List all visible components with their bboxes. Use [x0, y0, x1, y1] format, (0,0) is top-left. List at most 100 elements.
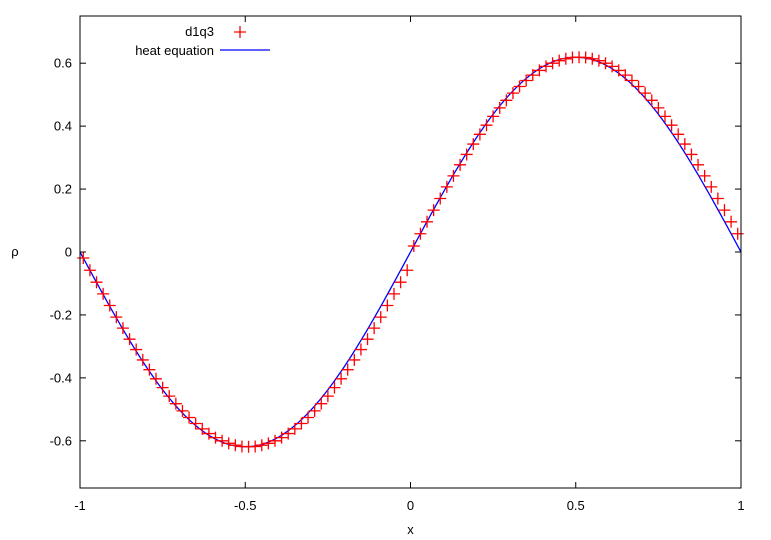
- series-d1q3-point: [255, 439, 268, 452]
- x-tick-label: 1: [737, 498, 744, 513]
- series-d1q3-point: [592, 54, 605, 67]
- y-axis-label: ρ: [11, 244, 18, 259]
- series-d1q3-point: [368, 322, 381, 335]
- legend-label-heat-equation: heat equation: [135, 43, 214, 58]
- series-d1q3-point: [381, 299, 394, 312]
- series-d1q3-point: [249, 440, 262, 453]
- series-d1q3-point: [90, 276, 103, 289]
- series-d1q3-point: [169, 397, 182, 410]
- series-d1q3-point: [136, 353, 149, 366]
- series-d1q3-point: [354, 343, 367, 356]
- series-d1q3-point: [619, 69, 632, 82]
- y-tick-label: 0.4: [54, 119, 72, 134]
- series-d1q3-point: [341, 363, 354, 376]
- x-tick-label: 0: [407, 498, 414, 513]
- series-d1q3-point: [407, 240, 420, 253]
- series-d1q3-point: [401, 264, 414, 277]
- series-d1q3-point: [731, 227, 744, 240]
- legend-label-d1q3: d1q3: [185, 24, 214, 39]
- series-d1q3-point: [645, 94, 658, 107]
- y-tick-label: 0.6: [54, 56, 72, 71]
- series-d1q3-point: [130, 343, 143, 356]
- series-d1q3-point: [163, 390, 176, 403]
- series-d1q3-point: [268, 434, 281, 447]
- series-d1q3-point: [625, 74, 638, 87]
- series-d1q3-point: [546, 57, 559, 70]
- series-d1q3-point: [103, 299, 116, 312]
- series-d1q3-point: [460, 148, 473, 161]
- series-d1q3-point: [487, 110, 500, 123]
- series-d1q3-point: [302, 411, 315, 424]
- series-d1q3-point: [196, 422, 209, 435]
- series-d1q3-point: [586, 52, 599, 65]
- series-d1q3-point: [110, 311, 123, 324]
- series-d1q3-point: [434, 192, 447, 205]
- x-tick-label: -1: [74, 498, 86, 513]
- series-d1q3-point: [711, 192, 724, 205]
- series-d1q3-point: [725, 215, 738, 228]
- legend: d1q3 heat equation: [135, 24, 270, 58]
- series-d1q3-point: [361, 333, 374, 346]
- series-d1q3-point: [540, 60, 553, 73]
- y-tick-label: 0: [65, 245, 72, 260]
- series-d1q3-point: [348, 353, 361, 366]
- series-d1q3-point: [189, 417, 202, 430]
- series-d1q3-point: [262, 437, 275, 450]
- series-d1q3-point: [678, 138, 691, 151]
- series-d1q3-point: [308, 404, 321, 417]
- series-d1q3-point: [612, 64, 625, 77]
- series-d1q3-point: [553, 54, 566, 67]
- series-d1q3-point: [77, 251, 90, 264]
- series-d1q3-point: [632, 80, 645, 93]
- series-d1q3-point: [295, 417, 308, 430]
- x-tick-label: -0.5: [234, 498, 256, 513]
- series-d1q3-point: [414, 227, 427, 240]
- series-d1q3-point: [447, 169, 460, 182]
- series-d1q3-point: [559, 52, 572, 65]
- series-d1q3-point: [150, 372, 163, 385]
- series-d1q3-point: [526, 69, 539, 82]
- series-d1q3-point: [685, 148, 698, 161]
- series-d1q3-point: [394, 276, 407, 289]
- legend-marker-d1q3: [234, 26, 246, 38]
- series-d1q3-point: [506, 87, 519, 100]
- series-d1q3-point: [672, 128, 685, 141]
- series-d1q3-point: [718, 204, 731, 217]
- series-d1q3-point: [599, 57, 612, 70]
- series-d1q3-point: [209, 431, 222, 444]
- series-d1q3-point: [520, 74, 533, 87]
- series-d1q3-point: [321, 390, 334, 403]
- plot-area: [77, 51, 744, 453]
- series-d1q3-point: [473, 128, 486, 141]
- y-tick-label: -0.2: [50, 307, 72, 322]
- series-d1q3-point: [176, 404, 189, 417]
- series-d1q3-point: [143, 363, 156, 376]
- series-d1q3-point: [500, 94, 513, 107]
- y-tick-label: -0.6: [50, 433, 72, 448]
- series-d1q3-point: [202, 427, 215, 440]
- series-d1q3-point: [222, 437, 235, 450]
- series-d1q3-point: [123, 333, 136, 346]
- series-heat-equation-line: [79, 56, 742, 448]
- series-d1q3-point: [639, 87, 652, 100]
- series-d1q3-point: [698, 169, 711, 182]
- series-d1q3-point: [421, 215, 434, 228]
- series-d1q3-point: [533, 64, 546, 77]
- series-d1q3-point: [374, 311, 387, 324]
- series-d1q3-point: [513, 80, 526, 93]
- series-d1q3-point: [275, 431, 288, 444]
- series-d1q3-point: [282, 427, 295, 440]
- series-d1q3-point: [480, 119, 493, 132]
- series-d1q3-point: [288, 422, 301, 435]
- series-d1q3-point: [440, 180, 453, 193]
- series-d1q3-point: [493, 101, 506, 114]
- series-d1q3-point: [658, 110, 671, 123]
- series-d1q3-point: [692, 158, 705, 171]
- y-tick-label: 0.2: [54, 182, 72, 197]
- series-d1q3-point: [83, 264, 96, 277]
- x-tick-label: 0.5: [567, 498, 585, 513]
- series-d1q3-point: [467, 138, 480, 151]
- series-d1q3-point: [606, 60, 619, 73]
- legend-plus-marker: [234, 26, 246, 38]
- y-tick-label: -0.4: [50, 370, 72, 385]
